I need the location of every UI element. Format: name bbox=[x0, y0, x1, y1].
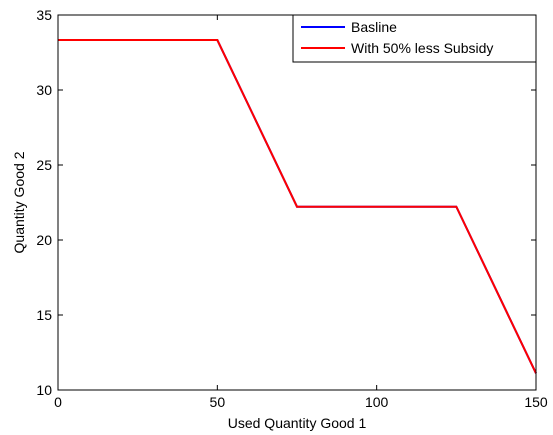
x-tick-label: 50 bbox=[210, 394, 226, 410]
legend-box bbox=[292, 14, 537, 63]
legend-label-2: With 50% less Subsidy bbox=[351, 40, 493, 56]
x-tick-label: 150 bbox=[524, 394, 548, 410]
series-line-2 bbox=[58, 39, 537, 374]
x-tick-label: 0 bbox=[54, 394, 62, 410]
legend-label-1: Basline bbox=[351, 19, 397, 35]
y-tick-label: 30 bbox=[36, 82, 52, 98]
y-tick-label: 35 bbox=[36, 7, 52, 23]
plot-frame bbox=[57, 14, 537, 391]
legend-items: Basline With 50% less Subsidy bbox=[301, 19, 493, 56]
x-axis-label: Used Quantity Good 1 bbox=[228, 415, 367, 431]
y-tick-label: 20 bbox=[36, 232, 52, 248]
legend: Basline With 50% less Subsidy bbox=[292, 14, 537, 63]
y-tick-label: 15 bbox=[36, 307, 52, 323]
series-layer bbox=[58, 39, 537, 374]
ticks-layer: 0 50 100 150 10 15 20 25 30 35 bbox=[36, 7, 547, 410]
y-axis-label: Quantity Good 2 bbox=[11, 151, 27, 253]
x-tick-label: 100 bbox=[365, 394, 389, 410]
y-tick-label: 10 bbox=[36, 382, 52, 398]
y-tick-label: 25 bbox=[36, 157, 52, 173]
